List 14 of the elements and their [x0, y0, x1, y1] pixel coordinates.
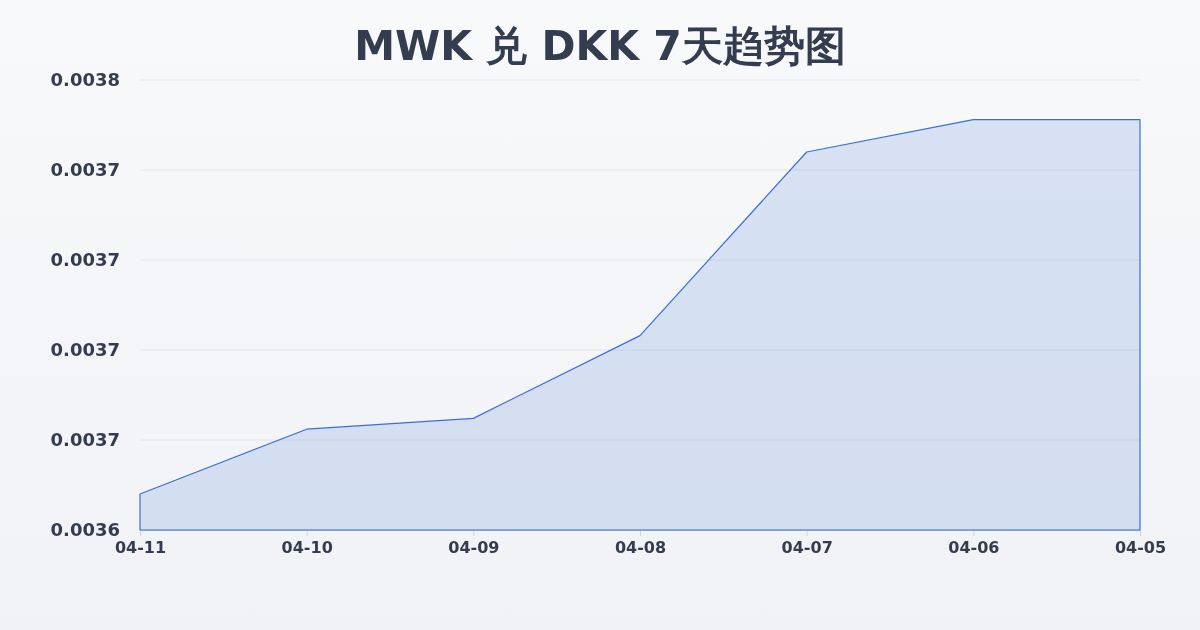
x-tick-label: 04-05	[1114, 538, 1167, 558]
x-tick-label: 04-11	[114, 538, 167, 558]
y-tick-label: 0.0037	[50, 429, 120, 451]
x-tick-label: 04-10	[281, 538, 333, 558]
x-tick-label: 04-09	[448, 538, 500, 558]
y-tick-label: 0.0036	[50, 519, 120, 541]
y-tick-label: 0.0037	[50, 249, 120, 271]
y-tick-label: 0.0038	[50, 69, 120, 91]
x-tick-label: 04-06	[948, 538, 1000, 558]
x-tick-label: 04-08	[614, 538, 667, 558]
y-tick-label: 0.0037	[50, 159, 120, 181]
x-tick-label: 04-07	[781, 538, 833, 558]
chart-title: MWK 兑 DKK 7天趋势图	[354, 22, 846, 70]
y-tick-label: 0.0037	[50, 339, 120, 361]
